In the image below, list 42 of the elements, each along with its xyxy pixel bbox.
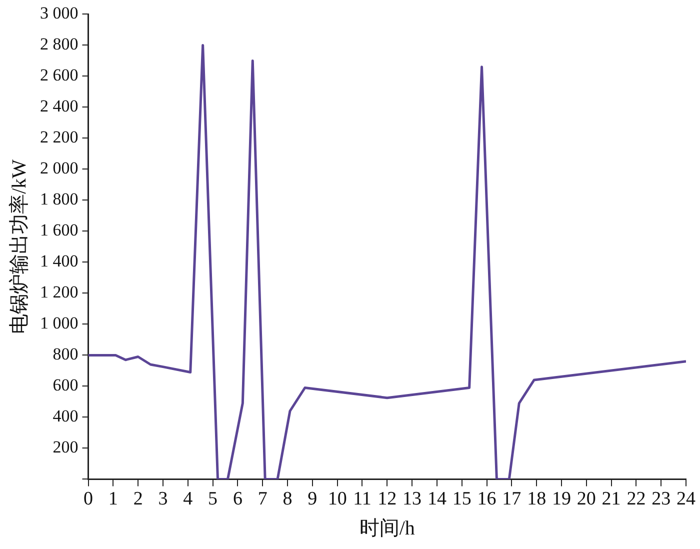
x-tick-label: 23 [652, 488, 671, 510]
x-tick-label: 13 [402, 488, 422, 510]
x-tick-label: 14 [427, 488, 447, 510]
y-tick-label: 1 200 [40, 282, 78, 302]
y-tick-label: 1 400 [40, 252, 78, 271]
x-tick-label: 3 [158, 488, 168, 510]
x-tick-label: 17 [502, 488, 522, 510]
x-tick-label: 20 [576, 488, 596, 510]
y-tick-label: 2 000 [40, 158, 78, 178]
y-tick-label: 1 600 [40, 220, 78, 240]
x-tick-label: 11 [353, 488, 372, 510]
x-axis-title: 时间/h [359, 517, 415, 540]
x-tick-label: 18 [527, 488, 546, 510]
y-tick-label: 1 000 [40, 314, 78, 333]
x-tick-label: 9 [308, 488, 318, 510]
x-tick-label: 21 [602, 488, 621, 510]
y-tick-label: 200 [52, 438, 78, 457]
y-tick-label: 2 600 [40, 66, 78, 85]
y-tick-label: 800 [52, 344, 78, 364]
x-tick-label: 16 [477, 488, 496, 510]
y-tick-label: 1 800 [40, 190, 78, 209]
x-tick-label: 19 [552, 488, 571, 510]
x-tick-label: 6 [232, 488, 242, 510]
y-tick-label: 2 200 [40, 128, 78, 147]
y-tick-label: 2 800 [40, 34, 78, 54]
x-tick-label: 12 [378, 488, 397, 510]
x-tick-label: 0 [84, 488, 93, 510]
x-tick-label: 15 [452, 488, 472, 510]
x-tick-label: 22 [626, 488, 646, 510]
x-tick-label: 24 [676, 488, 696, 510]
y-axis-title: 电锅炉输出功率/kW [8, 159, 30, 334]
y-tick-label: 600 [52, 376, 78, 395]
x-tick-label: 10 [328, 488, 347, 510]
x-tick-label: 7 [258, 488, 268, 510]
x-tick-label: 5 [208, 488, 218, 510]
y-tick-label: 400 [52, 406, 78, 426]
y-tick-label: 3 000 [40, 4, 78, 23]
x-tick-label: 1 [108, 488, 118, 510]
y-tick-label: 2 400 [40, 96, 78, 116]
x-tick-label: 4 [183, 488, 194, 510]
x-tick-label: 8 [282, 488, 292, 510]
x-tick-label: 2 [133, 488, 143, 510]
